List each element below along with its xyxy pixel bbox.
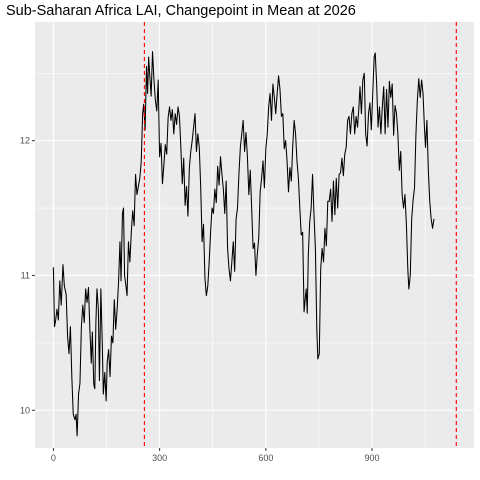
x-tick-label: 0	[51, 453, 56, 463]
series-layer	[52, 51, 435, 437]
grid-minor	[35, 22, 474, 448]
x-axis: 0 300 600 900	[51, 448, 380, 463]
grid-major	[35, 22, 474, 448]
changepoint-layer	[143, 22, 457, 448]
y-tick-label: 11	[21, 270, 30, 280]
x-tick-label: 900	[365, 453, 380, 463]
chart-title: Sub-Saharan Africa LAI, Changepoint in M…	[6, 3, 356, 19]
plot-panel	[35, 22, 474, 448]
x-tick-label: 300	[152, 453, 167, 463]
x-tick-label: 600	[258, 453, 273, 463]
y-tick-label: 10	[20, 405, 30, 415]
y-tick-label: 12	[20, 136, 30, 146]
series-line	[52, 51, 435, 437]
y-axis: 10 11 12	[20, 136, 35, 415]
